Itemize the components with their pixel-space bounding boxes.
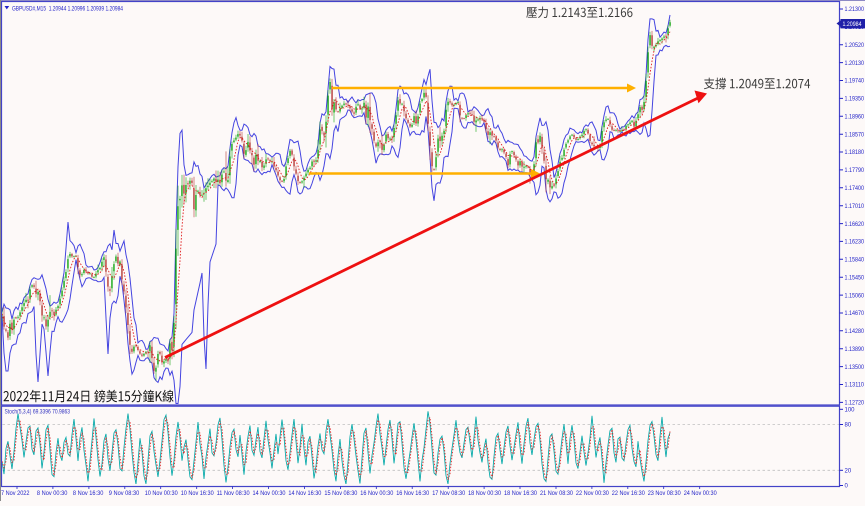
svg-text:1.15450: 1.15450 bbox=[845, 275, 865, 281]
svg-text:1.21300: 1.21300 bbox=[845, 7, 865, 13]
svg-text:1.19740: 1.19740 bbox=[845, 79, 865, 85]
svg-text:21 Nov 08:30: 21 Nov 08:30 bbox=[540, 491, 574, 497]
svg-text:1.18180: 1.18180 bbox=[845, 150, 865, 156]
svg-text:1.16230: 1.16230 bbox=[845, 240, 865, 246]
svg-text:1.14670: 1.14670 bbox=[845, 311, 865, 317]
svg-text:1.15840: 1.15840 bbox=[845, 258, 865, 264]
svg-text:1.20130: 1.20130 bbox=[845, 61, 865, 67]
svg-text:80: 80 bbox=[845, 423, 852, 429]
svg-text:17 Nov 08:30: 17 Nov 08:30 bbox=[432, 491, 466, 497]
svg-text:Stoch(5,3,4) 69.3396 70.9863: Stoch(5,3,4) 69.3396 70.9863 bbox=[5, 410, 71, 416]
svg-text:24 Nov 00:30: 24 Nov 00:30 bbox=[684, 491, 718, 497]
svg-text:100: 100 bbox=[845, 408, 856, 414]
svg-text:15 Nov 08:30: 15 Nov 08:30 bbox=[324, 491, 358, 497]
svg-text:1.17010: 1.17010 bbox=[845, 204, 865, 210]
svg-text:14 Nov 16:30: 14 Nov 16:30 bbox=[288, 491, 322, 497]
svg-text:GBPUSD#,M15 1.20944 1.20996 1: GBPUSD#,M15 1.20944 1.20996 1.20939 1.20… bbox=[12, 6, 123, 13]
svg-text:1.13110: 1.13110 bbox=[845, 383, 865, 389]
svg-text:20: 20 bbox=[845, 469, 852, 475]
svg-text:1.14280: 1.14280 bbox=[845, 329, 865, 335]
svg-text:14 Nov 00:30: 14 Nov 00:30 bbox=[253, 491, 287, 497]
svg-text:22 Nov 16:30: 22 Nov 16:30 bbox=[612, 491, 646, 497]
svg-text:1.20984: 1.20984 bbox=[843, 21, 862, 28]
svg-text:9 Nov 08:30: 9 Nov 08:30 bbox=[109, 491, 140, 497]
svg-text:16 Nov 16:30: 16 Nov 16:30 bbox=[396, 491, 430, 497]
svg-text:18 Nov 00:30: 18 Nov 00:30 bbox=[468, 491, 502, 497]
svg-text:10 Nov 16:30: 10 Nov 16:30 bbox=[181, 491, 215, 497]
svg-text:1.15060: 1.15060 bbox=[845, 293, 865, 299]
svg-text:18 Nov 16:30: 18 Nov 16:30 bbox=[504, 491, 538, 497]
svg-text:1.13890: 1.13890 bbox=[845, 347, 865, 353]
svg-text:1.12720: 1.12720 bbox=[845, 401, 865, 407]
svg-text:1.13500: 1.13500 bbox=[845, 365, 865, 371]
svg-text:23 Nov 08:30: 23 Nov 08:30 bbox=[648, 491, 682, 497]
svg-text:1.16620: 1.16620 bbox=[845, 222, 865, 228]
svg-text:10 Nov 00:30: 10 Nov 00:30 bbox=[145, 491, 179, 497]
svg-text:7 Nov 2022: 7 Nov 2022 bbox=[1, 491, 30, 497]
svg-text:11 Nov 08:30: 11 Nov 08:30 bbox=[217, 491, 251, 497]
svg-text:16 Nov 00:30: 16 Nov 00:30 bbox=[360, 491, 394, 497]
svg-text:1.17790: 1.17790 bbox=[845, 168, 865, 174]
svg-text:1.20520: 1.20520 bbox=[845, 43, 865, 49]
svg-text:1.17400: 1.17400 bbox=[845, 186, 865, 192]
svg-text:1.19350: 1.19350 bbox=[845, 97, 865, 103]
svg-text:8 Nov 00:30: 8 Nov 00:30 bbox=[37, 491, 68, 497]
svg-text:22 Nov 00:30: 22 Nov 00:30 bbox=[576, 491, 610, 497]
svg-text:1.18570: 1.18570 bbox=[845, 132, 865, 138]
svg-text:8 Nov 16:30: 8 Nov 16:30 bbox=[73, 491, 104, 497]
svg-text:1.18960: 1.18960 bbox=[845, 115, 865, 121]
